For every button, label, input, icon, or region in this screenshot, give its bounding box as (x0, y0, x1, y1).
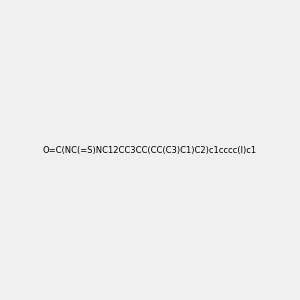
Text: O=C(NC(=S)NC12CC3CC(CC(C3)C1)C2)c1cccc(I)c1: O=C(NC(=S)NC12CC3CC(CC(C3)C1)C2)c1cccc(I… (43, 146, 257, 154)
